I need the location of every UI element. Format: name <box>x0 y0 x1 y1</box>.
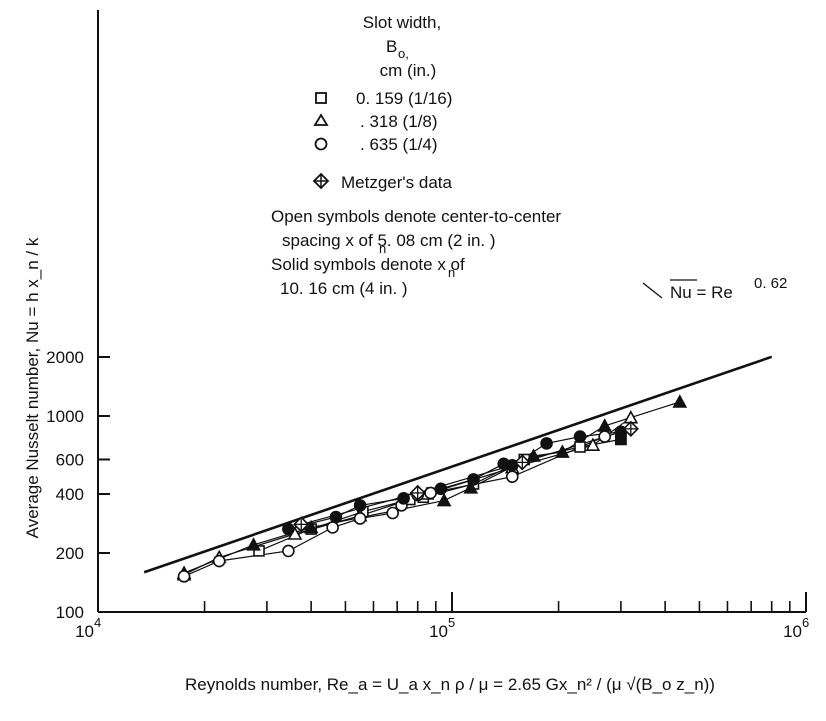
x-axis-label: Reynolds number, Re_a = U_a x_n ρ / μ = … <box>185 675 715 694</box>
legend-item-label: Metzger's data <box>341 173 453 192</box>
x-tick-label-exponent: 4 <box>94 615 101 630</box>
data-point-triangle <box>436 492 452 507</box>
legend-note-line-4: 10. 16 cm (4 in. ) <box>280 279 408 298</box>
x-tick-label-exponent: 5 <box>448 615 455 630</box>
y-axis-label: Average Nusselt number, Nu = h x_n / k <box>23 237 42 538</box>
legend-note-line-2: spacing x of 5. 08 cm (2 in. ) <box>282 231 496 250</box>
data-point-square <box>253 545 265 557</box>
data-point-metzger <box>622 420 639 437</box>
legend-item-circle: . 635 (1/4) <box>314 135 438 154</box>
data-point-circle <box>397 492 410 505</box>
data-point-circle <box>386 506 400 520</box>
x-tick-label-exponent: 6 <box>802 615 809 630</box>
legend-item-label: . 635 (1/4) <box>360 135 438 154</box>
data-point-circle <box>353 499 367 512</box>
x-tick-label: 10 <box>429 622 448 641</box>
legend-triangle-icon <box>313 113 329 126</box>
data-point-circle <box>326 521 339 534</box>
y-tick-label: 2000 <box>46 348 84 367</box>
legend-title-line-2: B <box>386 37 397 56</box>
data-point-triangle <box>555 444 570 458</box>
data-point-circle <box>434 482 448 496</box>
legend-item-label: 0. 159 (1/16) <box>356 89 452 108</box>
data-point-triangle <box>526 448 541 462</box>
fit-line-group <box>143 355 773 574</box>
data-point-triangle <box>246 537 261 551</box>
data-point-triangle <box>585 437 601 451</box>
legend-title-line-3: cm (in.) <box>380 61 437 80</box>
fit-exponent: 0. 62 <box>754 275 787 292</box>
legend-note-line-1: Open symbols denote center-to-center <box>271 207 561 226</box>
legend-item-label: . 318 (1/8) <box>360 112 438 131</box>
legend-title-subscript: o, <box>398 46 409 61</box>
data-point-circle <box>177 570 191 583</box>
fit-line <box>143 355 773 574</box>
fit-annotation: Nu = Re 0. 62 <box>642 275 787 302</box>
legend-note-line-3: Solid symbols denote x of <box>271 255 465 274</box>
y-tick-label: 400 <box>56 485 84 504</box>
data-point-metzger <box>293 516 310 533</box>
series-line <box>183 436 605 577</box>
y-tick-label: 200 <box>56 544 84 563</box>
data-point-circle <box>505 470 519 484</box>
data-point-circle <box>540 437 553 450</box>
data-point-circle <box>353 512 367 525</box>
data-point-triangle <box>672 394 688 408</box>
data-point-triangle <box>463 480 479 494</box>
legend-circle-icon <box>314 137 328 151</box>
data-point-metzger <box>514 454 531 471</box>
data-point-circle <box>329 510 343 524</box>
data-point-circle <box>598 430 612 443</box>
data-point-metzger <box>409 484 426 502</box>
legend-item-square: 0. 159 (1/16) <box>315 89 452 108</box>
x-tick-label: 10 <box>75 622 94 641</box>
y-tick-label: 600 <box>56 450 84 469</box>
data-points <box>176 394 688 583</box>
data-point-square <box>574 441 586 453</box>
legend-metzger-icon <box>312 172 330 190</box>
legend-note-subscript-n: n <box>448 265 455 280</box>
data-point-circle <box>282 522 295 536</box>
data-point-circle <box>424 486 437 500</box>
data-point-triangle <box>597 418 613 432</box>
fit-label: Nu = Re <box>670 283 733 302</box>
legend-item-triangle: . 318 (1/8) <box>313 112 438 131</box>
tick-marks <box>97 355 807 613</box>
data-point-circle <box>212 554 226 568</box>
x-tick-label: 10 <box>783 622 802 641</box>
fit-leader-line <box>642 282 663 299</box>
legend: Slot width, B o, cm (in.) 0. 159 (1/16) … <box>271 13 561 298</box>
y-tick-label: 100 <box>56 603 84 622</box>
data-point-circle <box>467 473 480 486</box>
legend-item-metzger: Metzger's data <box>312 172 453 192</box>
data-point-circle <box>282 544 295 558</box>
y-tick-label: 1000 <box>46 407 84 426</box>
legend-square-icon <box>315 92 327 104</box>
data-point-triangle <box>303 519 319 534</box>
data-point-circle <box>573 430 587 443</box>
legend-title-line-1: Slot width, <box>363 13 441 32</box>
legend-note-subscript-n: n <box>379 241 386 256</box>
